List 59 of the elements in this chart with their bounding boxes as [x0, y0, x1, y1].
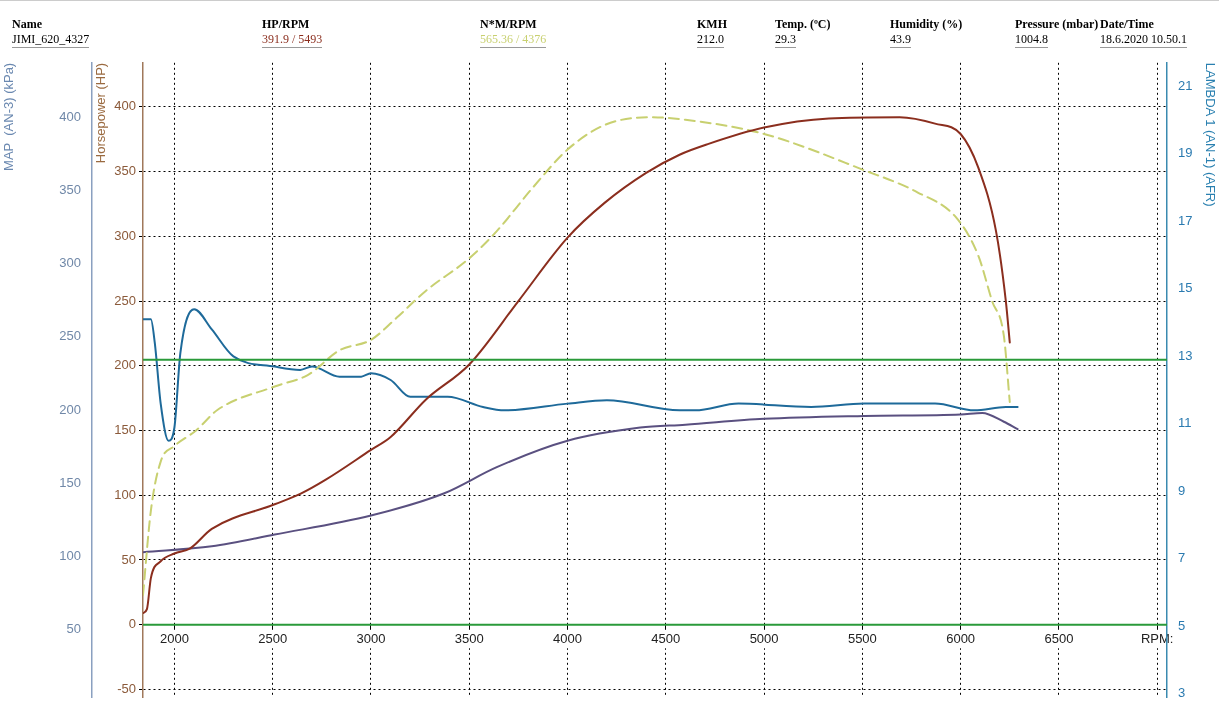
- text: Name: [12, 17, 42, 32]
- text: N*M/RPM: [480, 17, 537, 32]
- text: 391.9 / 5493: [262, 32, 323, 48]
- text: JIMI_620_4327: [12, 32, 90, 48]
- y3-tick-label: 100: [59, 548, 81, 564]
- y2-tick-label: 17: [1178, 212, 1193, 228]
- text: HP/RPM: [262, 17, 310, 32]
- x-tick-label: 6000: [946, 631, 976, 647]
- y2-tick-label: 7: [1178, 550, 1186, 566]
- y3-tick-label: 350: [59, 181, 81, 197]
- y2-tick-label: 9: [1178, 482, 1186, 498]
- y-tick-label: -50: [117, 681, 136, 697]
- y2-tick-label: 15: [1178, 280, 1193, 296]
- y2-tick-label: 11: [1178, 415, 1192, 431]
- x-tick-label: 4500: [651, 631, 681, 647]
- text: 1004.8: [1015, 32, 1048, 48]
- y-tick-label: 350: [114, 163, 136, 179]
- line-series: [143, 308, 1019, 442]
- y2-tick-label: 3: [1178, 685, 1186, 701]
- y-tick-label: 100: [114, 486, 136, 502]
- y3-tick-label: 250: [59, 328, 81, 344]
- text: 18.6.2020 10.50.1: [1100, 32, 1187, 48]
- y-tick-label: 400: [114, 98, 136, 114]
- y-tick-label: 0: [128, 616, 136, 632]
- text: 565.36 / 4376: [480, 32, 547, 48]
- y-axis-title: Horsepower (HP): [93, 62, 109, 164]
- x-tick-label: 4000: [553, 631, 582, 647]
- y3-tick-label: 400: [59, 108, 81, 124]
- x-tick-label: 5500: [847, 631, 877, 647]
- y-tick-label: 50: [121, 551, 136, 567]
- text: Pressure (mbar): [1015, 17, 1099, 32]
- text: KMH: [697, 17, 727, 32]
- y2-tick-label: 21: [1178, 78, 1193, 93]
- y-tick-label: 200: [114, 357, 136, 373]
- x-tick-label: 3500: [454, 631, 484, 647]
- x-tick-label: 6500: [1044, 631, 1074, 647]
- text: 212.0: [697, 32, 724, 48]
- y3-tick-label: 150: [59, 474, 81, 490]
- y3-tick-label: 300: [59, 255, 81, 271]
- x-tick-label: 2000: [159, 631, 189, 647]
- line-series: [143, 411, 1019, 554]
- y2-tick-label: 13: [1178, 347, 1193, 363]
- x-tick-label: 5000: [749, 631, 779, 647]
- y2-axis-title: LAMBDA 1 (AN-1) (AFR): [1202, 62, 1218, 207]
- text: 43.9: [890, 32, 911, 48]
- text: Humidity (%): [890, 17, 963, 32]
- y3-axis-title: MAP (AN-3) (kPa): [1, 62, 17, 171]
- y2-tick-label: 5: [1178, 617, 1186, 633]
- y-tick-label: 150: [114, 422, 136, 438]
- y3-tick-label: 50: [66, 621, 81, 637]
- x-tick-label: 2500: [258, 631, 288, 647]
- y-tick-label: 250: [114, 292, 136, 308]
- y3-tick-label: 200: [59, 401, 81, 417]
- text: Date/Time: [1100, 17, 1154, 32]
- text: 29.3: [775, 32, 796, 48]
- y2-tick-label: 19: [1178, 145, 1193, 161]
- y-tick-label: 300: [114, 227, 136, 243]
- text: Temp. (ºC): [775, 17, 831, 32]
- x-tick-label: 3000: [356, 631, 386, 647]
